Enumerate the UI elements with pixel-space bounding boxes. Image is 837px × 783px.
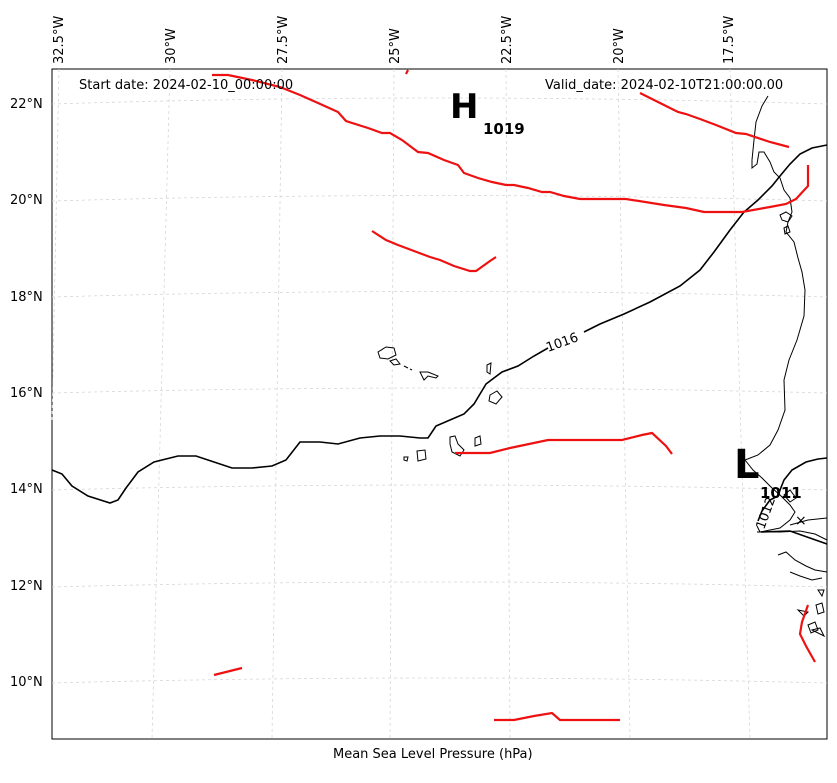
isobars: [51, 144, 828, 545]
high-pressure-value: 1019: [483, 120, 525, 138]
low-pressure-symbol: L: [734, 442, 760, 488]
front-southeast: [798, 604, 816, 663]
fronts: [212, 69, 816, 722]
coastlines: [377, 95, 828, 638]
front-north-stub: [405, 69, 409, 75]
marker-x: ×: [795, 513, 807, 529]
lat-label-16n: 16°N: [10, 386, 43, 401]
lat-label-20n: 20°N: [10, 193, 43, 208]
front-southwest-short: [213, 666, 243, 677]
lon-label-20w: 20°W: [612, 28, 627, 64]
map-caption: Mean Sea Level Pressure (hPa): [333, 747, 533, 762]
cape-verde-sal: [486, 362, 492, 375]
valid-date-label: Valid_date: 2024-02-10T21:00:00.00: [545, 78, 784, 93]
start-date-label: Start date: 2024-02-10_00:00:00: [79, 78, 294, 93]
lon-label-30w: 30°W: [164, 28, 179, 64]
lat-label-12n: 12°N: [10, 579, 43, 594]
cape-verde-peninsula: [779, 211, 793, 223]
gridlines: [51, 68, 828, 740]
front-south: [455, 431, 673, 455]
cape-verde-boa-vista: [488, 390, 503, 405]
cape-verde-maio: [474, 435, 482, 447]
lon-label-22-5w: 22.5°W: [500, 15, 515, 64]
senegal-gambia-coast: [744, 459, 796, 533]
lat-label-14n: 14°N: [10, 482, 43, 497]
cape-verde-brava: [403, 456, 409, 462]
isobar-1012: [757, 457, 828, 522]
front-bottom: [494, 711, 620, 722]
isobar-1016: [51, 144, 828, 504]
lon-label-27-5w: 27.5°W: [276, 15, 291, 64]
high-pressure-symbol: H: [450, 87, 478, 127]
front-middle: [371, 230, 497, 273]
bijagos-islands: [796, 609, 810, 617]
cape-verde-sao-nicolau: [419, 371, 439, 381]
cape-verde-santo-antao: [377, 346, 397, 360]
africa-coast: [744, 95, 806, 461]
cape-verde-fogo: [416, 449, 427, 462]
lat-label-10n: 10°N: [10, 675, 43, 690]
guinea-bissau-coast: [777, 551, 828, 573]
cape-verde-sao-vicente: [389, 358, 401, 366]
lat-label-18n: 18°N: [10, 290, 43, 305]
lon-label-17-5w: 17.5°W: [722, 15, 737, 64]
lat-label-22n: 22°N: [10, 97, 43, 112]
front-northeast: [639, 92, 790, 149]
low-pressure-value: 1011: [760, 484, 802, 502]
plot-frame: [51, 68, 828, 740]
front-north: [212, 73, 810, 214]
lon-label-32-5w: 32.5°W: [52, 15, 67, 64]
lon-label-25w: 25°W: [388, 28, 403, 64]
